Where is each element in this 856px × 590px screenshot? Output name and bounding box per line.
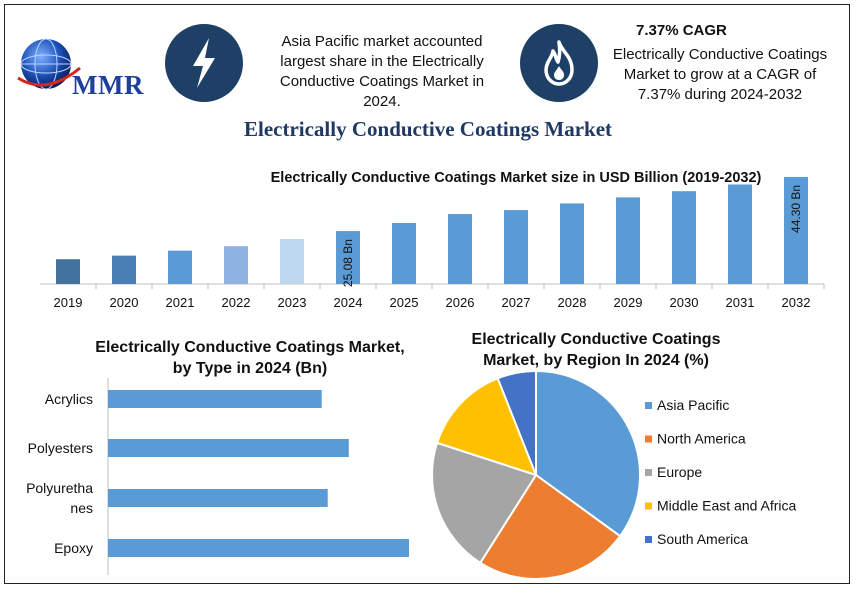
bar-2028 — [560, 203, 584, 284]
cagr-title: 7.37% CAGR — [636, 22, 727, 39]
mmr-logo: MMR — [14, 34, 154, 100]
bar-2027 — [504, 210, 528, 284]
lightning-icon — [165, 24, 243, 102]
bar-2025 — [392, 222, 416, 284]
logo-text: MMR — [72, 70, 144, 100]
type-chart-title-line: Electrically Conductive Coatings Market, — [95, 339, 404, 356]
category-label-epoxy: Epoxy — [54, 540, 93, 556]
callout-asia-pacific: Asia Pacific market accounted largest sh… — [279, 33, 485, 110]
legend-swatch — [645, 536, 652, 543]
x-tick-label-2020: 2020 — [110, 295, 139, 310]
callout-cagr: Electrically Conductive Coatings Market … — [612, 46, 828, 103]
pie-slice-south-america — [496, 369, 537, 476]
category-label-polyesters: Polyesters — [28, 440, 93, 456]
legend-swatch — [645, 402, 652, 409]
x-tick-label-2021: 2021 — [166, 295, 195, 310]
bar-2024 — [336, 231, 360, 284]
x-tick-label-2032: 2032 — [782, 295, 811, 310]
market-size-column-chart: Electrically Conductive Coatings Market … — [40, 170, 825, 310]
legend-swatch — [645, 435, 652, 443]
bar-2029 — [616, 197, 640, 284]
x-tick-label-2019: 2019 — [54, 295, 83, 310]
x-tick-label-2027: 2027 — [502, 295, 531, 310]
legend-label-south-america: South America — [657, 531, 748, 547]
bar-epoxy — [108, 539, 409, 557]
x-tick-label-2026: 2026 — [446, 295, 475, 310]
x-tick-label-2031: 2031 — [726, 295, 755, 310]
category-label-polyurethanes: nes — [70, 500, 93, 516]
infographic-frame — [4, 4, 850, 584]
main-title: Electrically Conductive Coatings Market — [243, 117, 613, 141]
bar-acrylics — [108, 390, 322, 408]
category-label-acrylics: Acrylics — [45, 391, 93, 407]
region-chart-title-line: Market, by Region In 2024 (%) — [483, 352, 709, 369]
bar-2030 — [672, 191, 696, 284]
legend-label-europe: Europe — [657, 464, 702, 480]
x-tick-label-2030: 2030 — [670, 295, 699, 310]
bar-2021 — [168, 250, 192, 284]
bar-polyesters — [108, 439, 349, 457]
type-chart-title-line: by Type in 2024 (Bn) — [173, 360, 327, 377]
x-tick-label-2029: 2029 — [614, 295, 643, 310]
legend-label-north-america: North America — [657, 431, 746, 447]
bar-2026 — [448, 214, 472, 284]
legend-swatch — [645, 469, 652, 476]
pie-slice-north-america — [478, 473, 622, 580]
pie-slice-asia-pacific — [535, 369, 641, 538]
bar-2019 — [56, 259, 80, 284]
data-label-2032: 44.30 Bn — [789, 185, 803, 233]
globe-icon — [17, 38, 81, 90]
bar-2020 — [112, 255, 136, 284]
column-chart-title: Electrically Conductive Coatings Market … — [271, 170, 762, 186]
x-tick-label-2028: 2028 — [558, 295, 587, 310]
legend-swatch — [645, 502, 652, 510]
bar-2032 — [784, 176, 808, 284]
x-tick-label-2025: 2025 — [390, 295, 419, 310]
legend-label-middle-east-and-africa: Middle East and Africa — [657, 498, 797, 514]
bar-2022 — [224, 246, 248, 284]
x-tick-label-2023: 2023 — [278, 295, 307, 310]
bar-2023 — [280, 238, 304, 284]
x-tick-label-2024: 2024 — [334, 295, 363, 310]
data-label-2024: 25.08 Bn — [341, 239, 355, 287]
flame-icon — [520, 24, 598, 102]
bar-polyurethanes — [108, 489, 328, 507]
x-tick-label-2022: 2022 — [222, 295, 251, 310]
legend-label-asia-pacific: Asia Pacific — [657, 397, 729, 413]
bar-2031 — [728, 184, 752, 284]
pie-slice-middle-east-and-africa — [435, 377, 538, 477]
pie-slice-europe — [431, 441, 538, 565]
category-label-polyurethanes: Polyuretha — [26, 480, 93, 496]
region-chart-title-line: Electrically Conductive Coatings — [472, 331, 721, 348]
